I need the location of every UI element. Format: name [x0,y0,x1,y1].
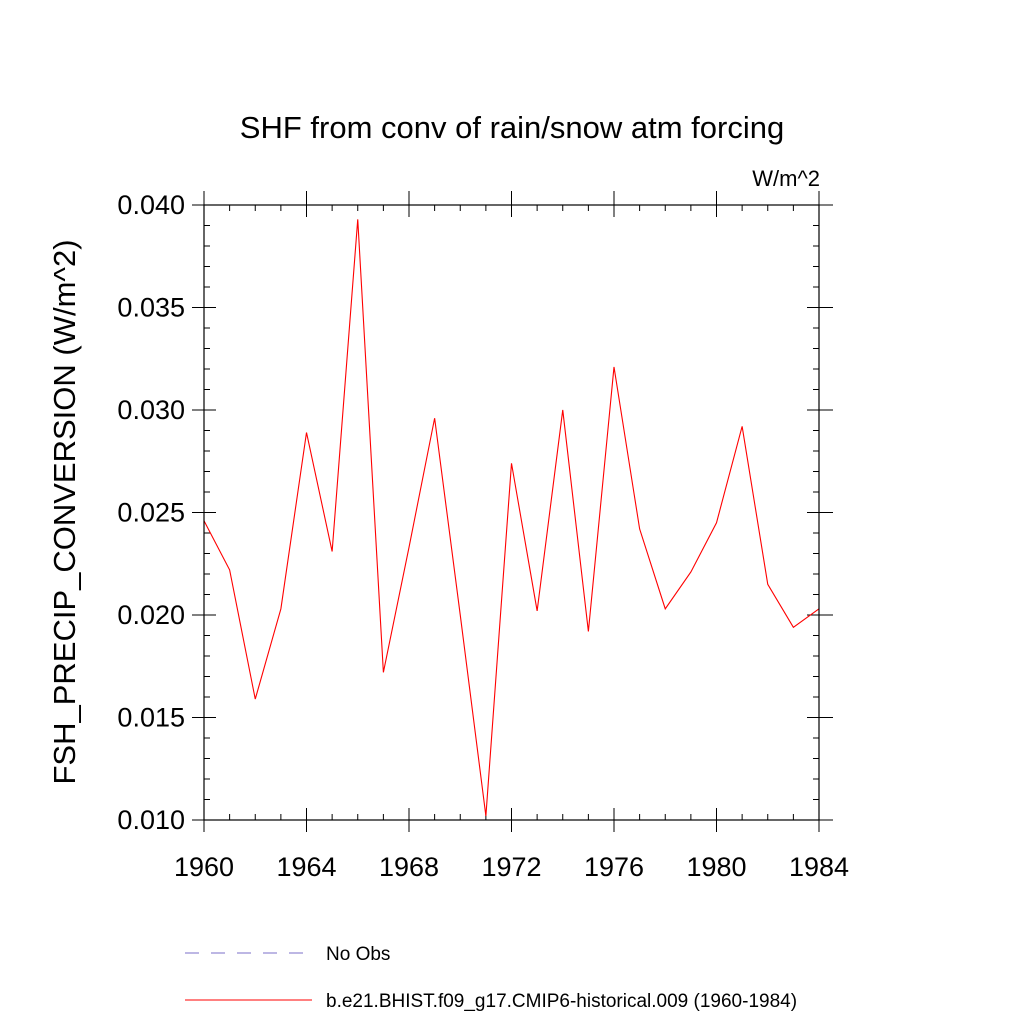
units-label: W/m^2 [752,166,820,191]
chart-title: SHF from conv of rain/snow atm forcing [240,110,784,145]
data-point [408,547,409,548]
data-point [280,608,281,609]
x-tick-label: 1980 [686,852,746,882]
data-point [665,608,666,609]
data-point [306,432,307,433]
x-tick-label: 1972 [481,852,541,882]
data-point [742,426,743,427]
data-point [537,610,538,611]
axis-ticks [192,191,833,832]
data-point [485,815,486,816]
data-point [767,584,768,585]
data-point [562,409,563,410]
x-tick-label: 1976 [584,852,644,882]
plot-frame [203,204,820,821]
series-line [203,219,820,816]
axis-tick-labels: 1960 1964 1968 1972 1976 1980 1984 0.010 0.015 0.… [117,190,849,882]
y-axis-label: FSH_PRECIP_CONVERSION (W/m^2) [47,239,82,784]
data-point [690,571,691,572]
data-point [613,366,614,367]
data-point [229,569,230,570]
y-tick-label: 0.010 [117,805,185,835]
x-tick-label: 1984 [789,852,849,882]
legend-label-model: b.e21.BHIST.f09_g17.CMIP6-historical.009… [326,991,797,1012]
x-tick-label: 1968 [379,852,439,882]
data-point [357,219,358,220]
data-point [588,631,589,632]
y-tick-label: 0.020 [117,600,185,630]
y-tick-label: 0.030 [117,395,185,425]
y-tick-label: 0.035 [117,293,185,323]
x-tick-label: 1960 [174,852,234,882]
series-layer [203,219,820,816]
data-point [511,463,512,464]
data-point [434,418,435,419]
data-point [460,614,461,615]
data-point [639,528,640,529]
legend: No Obs b.e21.BHIST.f09_g17.CMIP6-histori… [185,944,797,1012]
y-tick-label: 0.015 [117,703,185,733]
y-tick-label: 0.025 [117,498,185,528]
data-point [255,698,256,699]
y-tick-label: 0.040 [117,190,185,220]
data-point [716,522,717,523]
data-point [383,672,384,673]
data-point [793,627,794,628]
legend-label-no-obs: No Obs [326,944,390,965]
x-tick-label: 1964 [276,852,336,882]
data-point [332,551,333,552]
